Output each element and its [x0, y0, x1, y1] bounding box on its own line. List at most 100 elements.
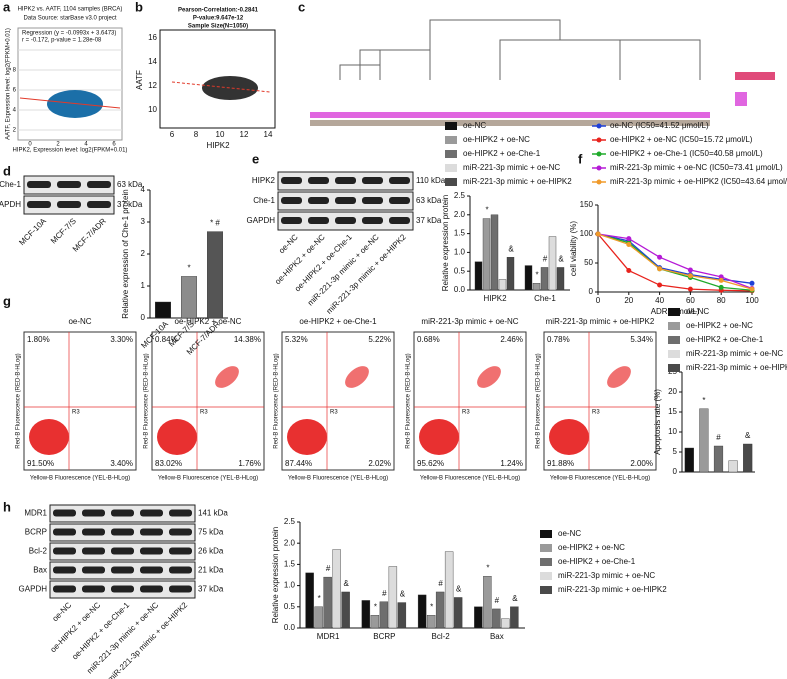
blot-band — [53, 585, 76, 593]
gate-label: R3 — [200, 410, 208, 416]
significance-mark: # — [495, 596, 500, 605]
band-name: HIPK2 — [252, 176, 276, 185]
regression-line — [19, 97, 121, 109]
blot-band — [140, 585, 163, 593]
y-tick-label: 2 — [141, 249, 146, 258]
bar — [379, 601, 389, 629]
x-tick-label: Che-1 — [534, 294, 556, 303]
bar — [435, 591, 445, 629]
significance-mark: & — [745, 431, 751, 440]
band-size: 141 kDa — [198, 509, 228, 518]
y-tick-label: 2.0 — [284, 538, 296, 547]
x-tick-label: 40 — [655, 296, 664, 305]
blot-band — [87, 181, 111, 188]
legend-swatch — [596, 151, 602, 157]
plot-title: miR-221-3p mimic + oe-HIPK2 — [546, 317, 655, 326]
blot-band — [27, 201, 51, 208]
bar — [453, 597, 463, 629]
bar — [323, 576, 332, 629]
panel-a-grid — [18, 49, 122, 131]
heatmap-row — [310, 112, 710, 118]
significance-mark: * — [187, 264, 190, 273]
blot-band — [140, 566, 163, 574]
blot-band — [87, 201, 111, 208]
x-tick-label: BCRP — [373, 632, 395, 641]
quadrant-value: 95.62% — [417, 459, 444, 468]
x-tick-label: Bax — [490, 632, 504, 641]
legend-swatch — [540, 544, 552, 552]
legend-text: oe-HIPK2 + oe-Che-1 — [558, 557, 636, 566]
y-tick-label: 6 — [13, 88, 17, 94]
y-tick-label: 1.5 — [454, 229, 466, 238]
panel-title: HIPK2 vs. AATF, 1104 samples (BRCA) — [18, 7, 123, 13]
legend-text: oe-HIPK2 + oe-NC — [558, 543, 625, 552]
quadrant-value: 3.40% — [110, 459, 133, 468]
point — [718, 274, 724, 280]
x-tick-label: 8 — [194, 130, 199, 139]
legend-swatch — [668, 350, 680, 358]
bar — [483, 576, 492, 629]
y-tick-label: 1.0 — [454, 248, 466, 257]
band-size: 75 kDa — [198, 528, 224, 537]
significance-mark: * — [485, 206, 488, 215]
band-name: GAPDH — [19, 585, 48, 594]
legend-swatch — [540, 530, 552, 538]
y-axis-label: AATF, Expression level: log2(FPKM+0.01) — [6, 28, 12, 140]
y-tick-label: 5 — [673, 447, 678, 456]
band-size: 37 kDa — [416, 216, 442, 225]
panel-letter: b — [135, 0, 143, 14]
x-tick-label: 100 — [745, 296, 759, 305]
blot-band — [335, 177, 356, 184]
y-tick-label: 4 — [13, 108, 17, 114]
legend-text: r = -0.172, p-value = 1.28e-08 — [22, 38, 102, 44]
legend-swatch — [596, 123, 602, 129]
x-axis-label: HIPK2 — [206, 141, 230, 150]
bar — [361, 600, 371, 629]
y-axis-label: Relative expression of Che-1 protein — [121, 189, 130, 318]
y-tick-label: 0.5 — [284, 602, 296, 611]
x-tick-label: 2 — [56, 142, 60, 148]
plot-title: miR-221-3p mimic + oe-NC — [421, 317, 518, 326]
x-tick-label: MDR1 — [317, 632, 340, 641]
legend-text: oe-HIPK2 + oe-NC — [686, 321, 753, 330]
cell-cloud — [287, 419, 327, 455]
legend-swatch — [540, 586, 552, 594]
point — [687, 267, 693, 273]
y-tick-label: 10 — [148, 105, 157, 114]
stat-text: Sample Size(N=1050) — [188, 24, 248, 30]
significance-mark: * — [374, 602, 377, 611]
blot-band — [53, 566, 76, 574]
bar — [341, 591, 350, 629]
panel-letter: c — [298, 0, 305, 14]
bar — [728, 460, 738, 473]
band-name: GAPDH — [0, 200, 21, 209]
blot-band — [111, 528, 134, 536]
plot-title: oe-HIPK2 + oe-NC — [175, 317, 242, 326]
band-name: MDR1 — [24, 509, 47, 518]
point — [626, 241, 632, 247]
quadrant-value: 83.02% — [155, 459, 182, 468]
significance-mark: & — [508, 244, 514, 253]
significance-mark: * — [318, 594, 321, 603]
blot-band — [111, 566, 134, 574]
gate-label: R3 — [462, 410, 470, 416]
lane-label: oe-NC — [50, 600, 73, 623]
legend-swatch — [540, 572, 552, 580]
quadrant-value: 1.80% — [27, 335, 50, 344]
y-axis-label: Red-B Fluorescence (RED-B-HLog) — [406, 353, 412, 448]
significance-mark: * — [486, 563, 489, 572]
x-tick-label: Bcl-2 — [432, 632, 451, 641]
bar — [524, 265, 533, 291]
y-tick-label: 100 — [580, 229, 594, 238]
blot-band — [169, 585, 192, 593]
legend-text: miR-221-3p mimic + oe-NC — [558, 571, 655, 580]
y-tick-label: 14 — [148, 57, 157, 66]
y-tick-label: 2.0 — [454, 210, 466, 219]
y-tick-label: 4 — [141, 185, 146, 194]
dendrogram — [339, 19, 701, 80]
line — [597, 233, 753, 290]
stat-text: P-value:9.647e-12 — [193, 16, 244, 22]
y-axis-label: cell viability (%) — [569, 221, 578, 276]
significance-mark: & — [343, 579, 349, 588]
